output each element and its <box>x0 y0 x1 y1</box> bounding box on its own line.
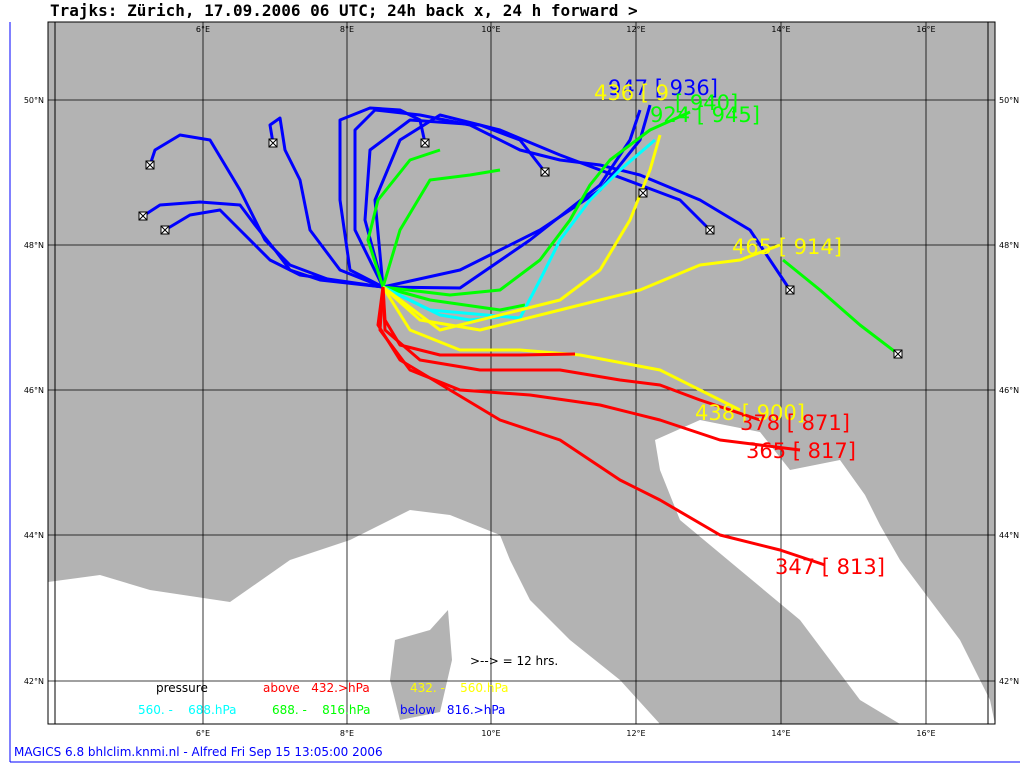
start-markers <box>138 138 903 359</box>
endpoint-label: [ 940] <box>675 91 738 115</box>
map <box>47 21 996 725</box>
trajectory <box>366 148 441 288</box>
trajectory <box>381 286 741 412</box>
endpoint-label: 438 [ 900] <box>695 401 805 425</box>
lat-label: 42°N <box>24 677 44 686</box>
start-marker-cross <box>145 160 155 170</box>
lat-label: 50°N <box>999 96 1019 105</box>
lon-label: 8°E <box>340 25 354 34</box>
lat-label: 48°N <box>24 241 44 250</box>
trajectory <box>382 134 662 332</box>
start-marker-cross <box>540 167 550 177</box>
trajectory <box>782 258 899 356</box>
legend-note: >--> = 12 hrs. <box>470 654 558 668</box>
trajectory <box>164 208 384 289</box>
start-marker-cross <box>893 349 903 359</box>
trajectory <box>381 286 761 422</box>
endpoint-label: 947 [ 936] <box>608 76 718 100</box>
legend-entry: 432. - 560.hPa <box>410 681 509 695</box>
start-marker-cross <box>785 285 795 295</box>
trajectory <box>376 286 826 567</box>
trajectory <box>382 109 642 290</box>
trajectory <box>142 200 384 289</box>
map-frame <box>47 21 996 725</box>
lat-label: 48°N <box>999 241 1019 250</box>
start-marker-cross <box>138 211 148 221</box>
title: Trajks: Zürich, 17.09.2006 06 UTC; 24h b… <box>50 1 638 20</box>
endpoint-label: 365 [ 817] <box>746 439 856 463</box>
lat-label: 46°N <box>999 386 1019 395</box>
footer: MAGICS 6.8 bhlclim.knmi.nl - Alfred Fri … <box>14 745 383 759</box>
trajectory <box>381 168 501 288</box>
endpoint-label: 436 [ 9 <box>594 81 669 105</box>
legend-title: pressure <box>156 681 208 695</box>
trajectory <box>338 106 427 289</box>
start-marker-cross <box>268 138 278 148</box>
trajectory <box>353 108 792 291</box>
sea <box>655 420 995 724</box>
trajectories <box>142 104 899 567</box>
lon-label: 6°E <box>196 729 210 738</box>
trajectory <box>268 116 384 289</box>
lon-label: 10°E <box>481 729 500 738</box>
trajectory <box>382 110 691 297</box>
endpoint-label: 465 [ 914] <box>732 235 842 259</box>
sea <box>48 510 660 724</box>
trajectory <box>148 133 384 289</box>
start-marker-cross <box>705 225 715 235</box>
legend-entry: 560. - 688.hPa <box>138 703 237 717</box>
legend-entry: above 432.>hPa <box>263 681 370 695</box>
trajectory <box>382 285 526 312</box>
trajectory <box>382 138 656 320</box>
lat-label: 50°N <box>24 96 44 105</box>
trajectory <box>373 113 712 288</box>
lat-label: 42°N <box>999 677 1019 686</box>
endpoint-label: 347 [ 813] <box>775 555 885 579</box>
lon-label: 12°E <box>626 729 645 738</box>
lon-label: 6°E <box>196 25 210 34</box>
start-marker-cross <box>160 225 170 235</box>
start-marker-cross <box>638 188 648 198</box>
lon-label: 12°E <box>626 25 645 34</box>
lat-label: 46°N <box>24 386 44 395</box>
island <box>390 610 452 720</box>
endpoint-label: 378 [ 871] <box>740 411 850 435</box>
lon-label: 16°E <box>916 729 935 738</box>
endpoint-label: 924 [ 945] <box>650 103 760 127</box>
lon-label: 14°E <box>771 25 790 34</box>
legend-entry: below 816.>hPa <box>400 703 505 717</box>
lat-label: 44°N <box>24 531 44 540</box>
trajectory <box>363 118 547 288</box>
lon-label: 14°E <box>771 729 790 738</box>
lon-label: 8°E <box>340 729 354 738</box>
lon-label: 10°E <box>481 25 500 34</box>
start-marker-cross <box>420 138 430 148</box>
legend-entry: 688. - 816.hPa <box>272 703 371 717</box>
lat-label: 44°N <box>999 531 1019 540</box>
lon-label: 16°E <box>916 25 935 34</box>
